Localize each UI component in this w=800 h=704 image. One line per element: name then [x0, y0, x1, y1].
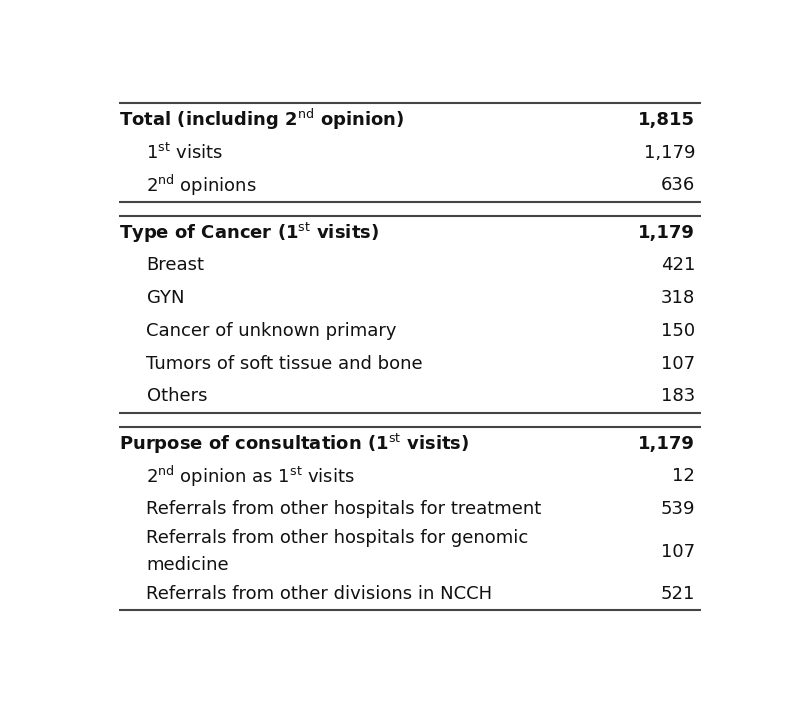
Text: Purpose of consultation (1$^{\mathrm{st}}$ visits): Purpose of consultation (1$^{\mathrm{st}…	[118, 432, 469, 455]
Text: 2$^{\mathrm{nd}}$ opinions: 2$^{\mathrm{nd}}$ opinions	[146, 172, 257, 198]
Text: 183: 183	[661, 387, 695, 406]
Text: medicine: medicine	[146, 556, 229, 574]
Text: 1,179: 1,179	[638, 224, 695, 241]
Text: 1,179: 1,179	[644, 144, 695, 162]
Text: Referrals from other hospitals for treatment: Referrals from other hospitals for treat…	[146, 500, 542, 518]
Text: Breast: Breast	[146, 256, 205, 275]
Text: 521: 521	[661, 585, 695, 603]
Text: 107: 107	[661, 543, 695, 560]
Text: 2$^{\mathrm{nd}}$ opinion as 1$^{\mathrm{st}}$ visits: 2$^{\mathrm{nd}}$ opinion as 1$^{\mathrm…	[146, 464, 355, 489]
Text: 421: 421	[661, 256, 695, 275]
Text: Others: Others	[146, 387, 207, 406]
Text: 318: 318	[661, 289, 695, 307]
Text: Referrals from other hospitals for genomic: Referrals from other hospitals for genom…	[146, 529, 529, 547]
Text: 1,815: 1,815	[638, 111, 695, 129]
Text: Tumors of soft tissue and bone: Tumors of soft tissue and bone	[146, 355, 423, 372]
Text: GYN: GYN	[146, 289, 184, 307]
Text: Referrals from other divisions in NCCH: Referrals from other divisions in NCCH	[146, 585, 493, 603]
Text: 1$^{\mathrm{st}}$ visits: 1$^{\mathrm{st}}$ visits	[146, 142, 223, 163]
Text: 107: 107	[661, 355, 695, 372]
Text: 1,179: 1,179	[638, 434, 695, 453]
Text: 12: 12	[672, 467, 695, 486]
Text: 539: 539	[661, 500, 695, 518]
Text: 636: 636	[661, 176, 695, 194]
Text: Total (including 2$^{\mathrm{nd}}$ opinion): Total (including 2$^{\mathrm{nd}}$ opini…	[118, 107, 404, 132]
Text: 150: 150	[661, 322, 695, 340]
Text: Cancer of unknown primary: Cancer of unknown primary	[146, 322, 397, 340]
Text: Type of Cancer (1$^{\mathrm{st}}$ visits): Type of Cancer (1$^{\mathrm{st}}$ visits…	[118, 220, 378, 245]
